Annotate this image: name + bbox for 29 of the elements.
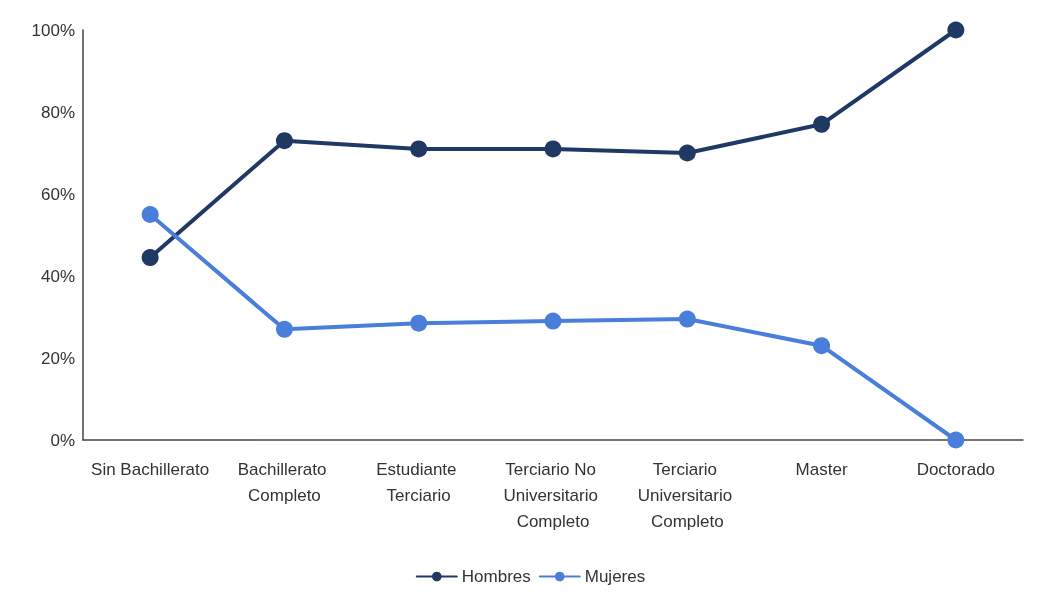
y-tick-label: 60%	[40, 184, 75, 204]
point	[141, 206, 159, 223]
point	[275, 320, 293, 338]
point	[275, 132, 293, 150]
point	[678, 310, 696, 328]
x-tick-label: Master	[795, 459, 848, 479]
x-tick-label: Estudiante Terciario	[376, 459, 462, 505]
point	[544, 312, 562, 330]
point	[813, 337, 831, 355]
point	[410, 140, 428, 158]
y-tick-label: 20%	[40, 348, 75, 368]
y-tick-label: 0%	[50, 430, 75, 450]
point	[544, 140, 562, 158]
point	[678, 144, 696, 162]
y-tick-label: 80%	[40, 102, 75, 122]
legend-label: Hombres	[461, 567, 531, 586]
x-tick-label: Doctorado	[916, 459, 996, 479]
y-tick-label: 100%	[31, 20, 75, 40]
point	[947, 21, 965, 39]
point	[947, 431, 965, 449]
point	[410, 314, 428, 332]
point	[813, 115, 831, 133]
x-tick-label: Terciario Universitario Completo	[637, 459, 737, 531]
legend-label: Mujeres	[584, 567, 646, 586]
y-tick-label: 40%	[40, 266, 75, 286]
x-tick-label: Bachillerato Completo	[237, 459, 332, 505]
x-tick-label: Terciario No Universitario Completo	[503, 459, 603, 531]
x-tick-label: Sin Bachillerato	[91, 459, 210, 479]
point	[141, 249, 159, 267]
